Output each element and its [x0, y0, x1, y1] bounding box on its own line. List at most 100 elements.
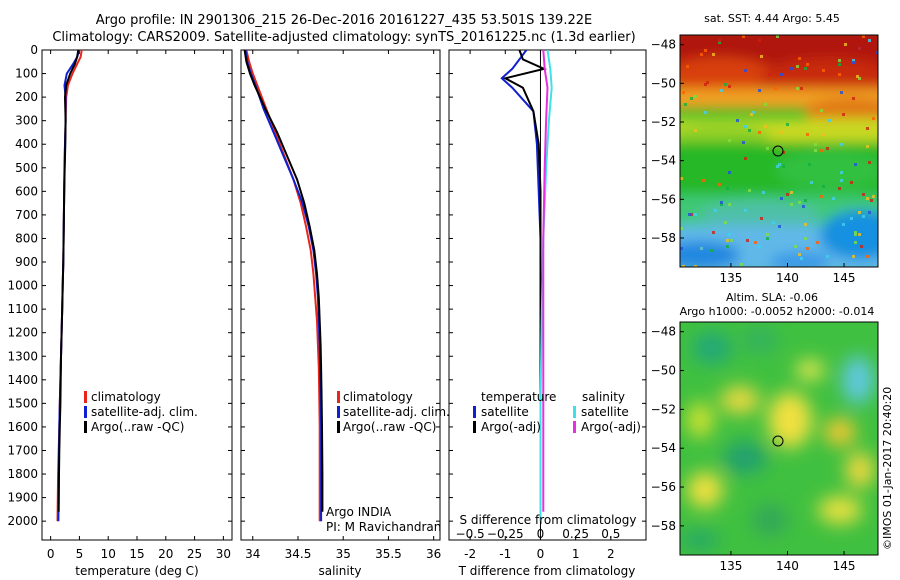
sst-pixel-speckle [718, 41, 721, 44]
sst-pixel-speckle [688, 55, 691, 58]
sst-pixel-speckle [776, 35, 779, 38]
sst-pixel-speckle [804, 237, 807, 240]
sst-pixel-speckle [832, 197, 835, 200]
sst-argo-location-marker [772, 145, 784, 157]
y-tick-label: 2000 [7, 514, 38, 528]
x-tick-label: 20 [158, 547, 173, 561]
sst-pixel-speckle [806, 63, 809, 66]
legend-label-argo: Argo(..raw -QC) [343, 420, 436, 434]
x-tick-label: 15 [129, 547, 144, 561]
sla-map [680, 322, 878, 555]
sst-pixel-speckle [744, 125, 747, 128]
float-annotation-line2: PI: M Ravichandran [326, 520, 441, 534]
sst-pixel-speckle [796, 65, 799, 68]
sst-pixel-speckle [790, 67, 793, 70]
top-tick-label: 0.5 [601, 527, 620, 541]
map-y-tick-label: −48 [651, 325, 676, 339]
y-tick-label: 1100 [7, 302, 38, 316]
y-tick-label: 300 [15, 114, 38, 128]
sst-pixel-speckle [804, 199, 807, 202]
sst-pixel-speckle [820, 195, 823, 198]
sst-pixel-speckle [758, 131, 761, 134]
sst-pixel-speckle [718, 183, 721, 186]
sst-pixel-speckle [806, 247, 809, 250]
x-tick-label: 34.5 [285, 547, 312, 561]
sst-map [680, 35, 878, 267]
map-y-tick-label: −50 [651, 364, 676, 378]
sst-pixel-speckle [872, 117, 875, 120]
legend-label-sal-satellite: satellite [581, 405, 629, 419]
sst-pixel-speckle [694, 129, 697, 132]
y-tick-label: 1200 [7, 326, 38, 340]
temperature-profile-chart: 0 5 10 15 20 25 300100200300400500600700800900… [7, 43, 232, 561]
sst-pixel-speckle [838, 63, 841, 66]
legend-label-satellite: satellite-adj. clim. [343, 405, 450, 419]
sst-pixel-speckle [814, 149, 817, 152]
map-y-tick-label: −58 [651, 231, 676, 245]
sst-pixel-speckle [766, 233, 769, 236]
sst-pixel-speckle [778, 163, 781, 166]
sst-pixel-speckle [780, 197, 783, 200]
map-y-tick-label: −56 [651, 480, 676, 494]
sst-pixel-speckle [826, 255, 829, 258]
series-group [243, 50, 324, 522]
series-line-satellite [539, 50, 553, 522]
sst-pixel-speckle [840, 171, 843, 174]
map-x-tick-label: 145 [833, 271, 856, 285]
sst-pixel-speckle [786, 123, 789, 126]
figure-title-line1: Argo profile: IN 2901306_215 26-Dec-2016… [96, 13, 592, 28]
top-tick-label: 0.25 [562, 527, 589, 541]
sst-pixel-speckle [682, 91, 685, 94]
map-y-tick-label: −58 [651, 519, 676, 533]
sst-pixel-speckle [800, 257, 803, 260]
sst-map-title: sat. SST: 4.44 Argo: 5.45 [704, 12, 840, 25]
map-x-tick-label: 140 [776, 559, 799, 573]
sst-pixel-speckle [854, 163, 857, 166]
difference-top-axis-label: S difference from climatology [460, 513, 637, 527]
sst-pixel-speckle [790, 203, 793, 206]
legend-swatch-climatology [337, 391, 340, 403]
imos-watermark: ©IMOS 01-Jan-2017 20:40:20 [881, 387, 894, 550]
sst-map-axes: 135 140 145 −48 −50 −52 −54 −56 −58 [651, 38, 856, 285]
sla-map-frame [679, 321, 879, 556]
sst-pixel-speckle [798, 201, 801, 204]
x-tick-label: 35.5 [375, 547, 402, 561]
sst-pixel-speckle [728, 233, 731, 236]
sst-pixel-speckle [700, 247, 703, 250]
sst-pixel-speckle [742, 35, 745, 38]
map-x-tick-label: 135 [719, 559, 742, 573]
sst-pixel-speckle [680, 227, 683, 230]
sst-pixel-speckle [712, 53, 715, 56]
temperature-legend: climatology satellite-adj. clim. Argo(..… [84, 390, 198, 434]
sst-pixel-speckle [768, 73, 771, 76]
sst-pixel-speckle [858, 233, 861, 236]
x-tick-label: -2 [464, 547, 476, 561]
sst-pixel-speckle [704, 83, 707, 86]
x-tick-label: 36 [426, 547, 441, 561]
sst-pixel-speckle [720, 89, 723, 92]
series-line-argo-raw-qc [57, 50, 80, 512]
sst-pixel-speckle [782, 151, 785, 154]
sst-pixel-speckle [684, 103, 687, 106]
x-tick-label: 2 [607, 547, 615, 561]
sst-pixel-speckle [760, 217, 763, 220]
sst-pixel-speckle [772, 221, 775, 224]
legend-label-climatology: climatology [343, 390, 413, 404]
sst-pixel-speckle [712, 231, 715, 234]
sst-pixel-speckle [858, 211, 861, 214]
legend-label-temp-satellite: satellite [481, 405, 529, 419]
map-y-tick-label: −54 [651, 154, 676, 168]
sst-pixel-speckle [780, 131, 783, 134]
map-y-tick-label: −52 [651, 115, 676, 129]
sst-pixel-speckle [872, 195, 875, 198]
sst-pixel-speckle [720, 203, 723, 206]
sst-pixel-speckle [868, 161, 871, 164]
difference-panel-frame [448, 49, 647, 541]
sst-pixel-speckle [728, 85, 731, 88]
sst-pixel-speckle [724, 83, 727, 86]
sst-pixel-speckle [740, 263, 743, 266]
legend-swatch-satellite [84, 406, 87, 418]
temperature-x-axis-label: temperature (deg C) [75, 564, 198, 578]
sst-pixel-speckle [850, 181, 853, 184]
sst-pixel-speckle [750, 113, 753, 116]
